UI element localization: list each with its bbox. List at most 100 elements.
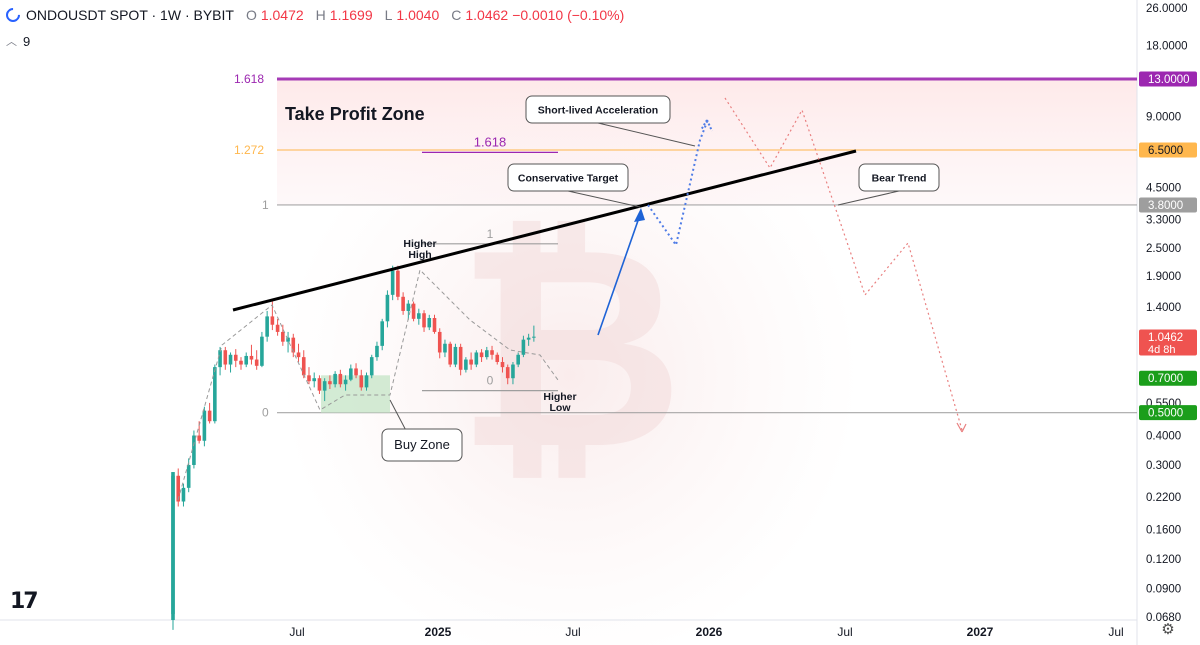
- inner-fib-label: 1.618: [474, 134, 507, 149]
- y-tick-label: 1.4000: [1146, 302, 1181, 314]
- tradingview-logo[interactable]: 17: [10, 589, 39, 614]
- short-lived-acceleration-text: Short-lived Acceleration: [538, 105, 658, 117]
- candle-body: [490, 350, 494, 355]
- candle-body: [443, 343, 447, 353]
- candle-body: [275, 324, 280, 332]
- candle-body: [197, 435, 201, 441]
- x-tick-label: Jul: [837, 625, 852, 639]
- candle-body: [474, 352, 479, 365]
- candle-body: [396, 270, 400, 297]
- candle-body: [307, 375, 311, 382]
- candle-body: [270, 316, 275, 325]
- candle-body: [239, 360, 243, 365]
- candle-body: [186, 464, 191, 488]
- buy-zone-box: [321, 375, 390, 413]
- open-value: 1.0472: [260, 7, 304, 23]
- candle-body: [511, 364, 515, 379]
- candle-body: [406, 303, 411, 311]
- candle-body: [254, 359, 259, 366]
- candle-body: [464, 359, 468, 370]
- candle-body: [495, 354, 500, 363]
- y-tick-label: 26.0000: [1146, 3, 1188, 15]
- structure-dashed-line: [177, 269, 559, 501]
- candle-body: [401, 296, 405, 311]
- fib-label: 1: [262, 198, 269, 212]
- candle-body: [516, 354, 520, 365]
- x-tick-label: Jul: [1108, 625, 1123, 639]
- candle-body: [432, 318, 437, 332]
- candle-body: [369, 357, 374, 376]
- candle-body: [375, 345, 379, 358]
- candle-body: [427, 318, 432, 328]
- take-profit-zone-label: Take Profit Zone: [285, 104, 425, 124]
- y-tick-label: 0.3000: [1146, 460, 1181, 472]
- candle-body: [364, 375, 369, 388]
- candle-body: [192, 435, 196, 465]
- candle-body: [223, 350, 228, 365]
- x-tick-label: Jul: [565, 625, 580, 639]
- candle-body: [228, 354, 233, 365]
- conservative-target-box: [507, 163, 629, 192]
- candle-body: [469, 359, 473, 365]
- bitcoin-watermark-icon: ₿: [456, 193, 684, 505]
- conservative-target-pointer: [567, 190, 641, 208]
- price-label-box: [1139, 329, 1197, 356]
- y-tick-label: 3.3000: [1146, 214, 1181, 226]
- candle-body: [453, 346, 458, 365]
- price-label-box: [1139, 197, 1197, 213]
- candle-body: [218, 350, 222, 368]
- y-tick-label: 2.5000: [1146, 243, 1181, 255]
- price-label-box: [1139, 142, 1197, 158]
- candle-body: [244, 355, 249, 365]
- candle-body: [181, 487, 186, 502]
- candle-body: [213, 367, 217, 422]
- watermark-circle: [280, 85, 860, 645]
- price-label-box: [1139, 71, 1197, 87]
- y-tick-label: 1.9000: [1146, 271, 1181, 283]
- candle-body: [296, 352, 301, 358]
- indicators-toggle[interactable]: ︿ 9: [6, 33, 30, 49]
- settings-gear-icon[interactable]: ⚙: [1161, 621, 1175, 638]
- candle-body: [171, 472, 175, 620]
- price-label-text: 13.0000: [1148, 74, 1190, 86]
- candle-body: [260, 336, 264, 366]
- chart-header: ONDOUSDT SPOT · 1W · BYBIT O 1.0472 H 1.16…: [3, 5, 624, 25]
- price-label-text: 1.0462: [1148, 332, 1183, 344]
- y-tick-label: 18.0000: [1146, 41, 1188, 53]
- short-lived-acceleration-box: [525, 95, 671, 124]
- candle-body: [354, 368, 358, 376]
- candle-body: [233, 354, 238, 361]
- buy-zone-callout-text: Buy Zone: [394, 437, 450, 452]
- candle-body: [380, 321, 384, 346]
- candle-body: [479, 352, 484, 358]
- price-label-text: 3.8000: [1148, 200, 1183, 212]
- candle-body: [349, 368, 353, 380]
- y-tick-label: 0.1200: [1146, 554, 1181, 566]
- candle-body: [333, 373, 337, 385]
- x-tick-label: 2027: [967, 625, 994, 639]
- low-value: 1.0040: [396, 7, 440, 23]
- candle-body: [448, 343, 452, 365]
- candle-body: [505, 367, 510, 379]
- fib-label: 1.618: [234, 72, 264, 86]
- candle-body: [485, 350, 489, 358]
- open-label: O: [245, 7, 257, 23]
- candle-body: [422, 313, 426, 328]
- indicator-count: 9: [23, 33, 31, 49]
- symbol-title[interactable]: ONDOUSDT SPOT · 1W · BYBIT: [26, 7, 234, 23]
- candle-body: [328, 381, 332, 385]
- fib-label: 0: [262, 406, 269, 420]
- arrow-head-icon: [700, 119, 713, 132]
- higher-high-label: High: [408, 249, 431, 261]
- candle-body: [532, 336, 536, 338]
- low-label: L: [384, 7, 393, 23]
- candle-body: [265, 316, 269, 337]
- close-label: C: [451, 7, 462, 23]
- symbol-logo-icon: [3, 5, 23, 25]
- candle-body: [417, 313, 421, 319]
- y-tick-label: 4.5000: [1146, 183, 1181, 195]
- candle-body: [411, 303, 416, 319]
- conservative-target-text: Conservative Target: [518, 173, 619, 185]
- candle-body: [312, 378, 317, 382]
